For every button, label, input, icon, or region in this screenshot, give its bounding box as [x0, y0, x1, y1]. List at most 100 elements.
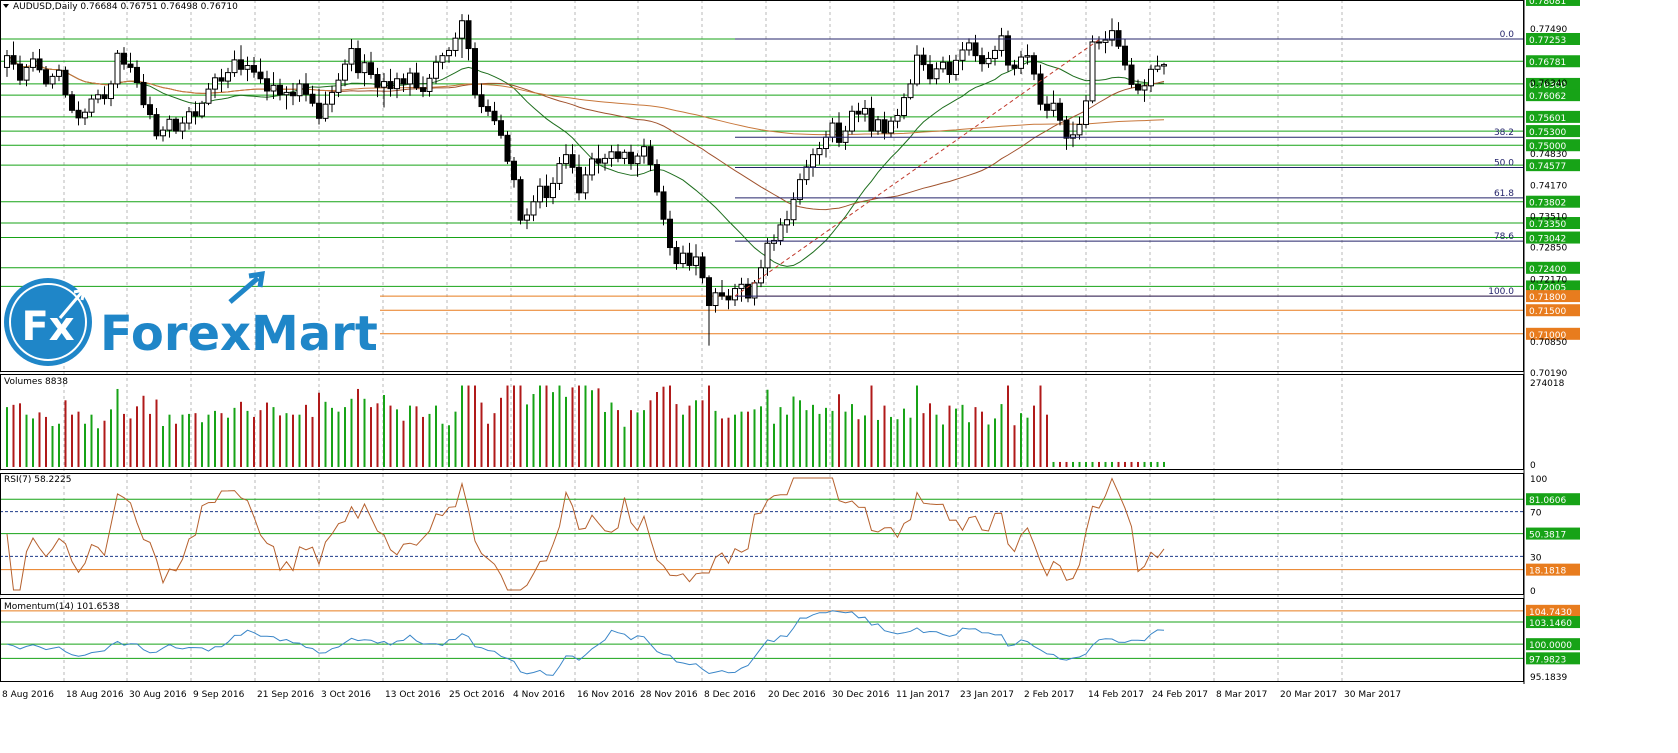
candle-body [1115, 30, 1122, 47]
candle-body [1037, 73, 1044, 105]
candle-body [823, 136, 829, 150]
candle-body [855, 110, 862, 115]
candle-body [36, 58, 43, 71]
date-label: 14 Feb 2017 [1088, 690, 1144, 700]
date-label: 8 Aug 2016 [2, 690, 54, 700]
fib-level-label: 50.0 [1494, 159, 1514, 169]
candle-body [10, 55, 17, 65]
rsi-level-badge-value: 81.0606 [1529, 496, 1566, 506]
candle-body [426, 77, 433, 92]
candle-body [953, 59, 959, 75]
date-label: 30 Mar 2017 [1344, 690, 1401, 700]
candle-body [914, 54, 920, 85]
date-label: 23 Jan 2017 [960, 690, 1014, 700]
candle-body [69, 94, 75, 111]
candle-body [979, 55, 985, 65]
level-badge-value: 0.76781 [1529, 58, 1566, 68]
candle-body [803, 166, 810, 181]
candle-body [504, 134, 511, 162]
candle-body [745, 283, 751, 299]
candle-body [264, 78, 270, 92]
candle-body [186, 111, 192, 124]
candle-body [1154, 65, 1161, 70]
candle-body [732, 288, 738, 301]
candle-body [634, 155, 641, 165]
candle-body [17, 63, 23, 81]
level-badge [1526, 77, 1580, 90]
candle-body [901, 97, 907, 117]
logo-text: ForexMart [100, 306, 378, 362]
candle-body [251, 65, 257, 73]
price-tick-label: 0.76340 [1530, 79, 1567, 89]
date-label: 16 Nov 2016 [577, 690, 635, 700]
candle-body [654, 164, 660, 193]
forexmart-logo: Fx ForexMart [4, 271, 378, 366]
candle-body [524, 214, 530, 221]
candle-body [946, 61, 953, 75]
candle-body [452, 37, 459, 51]
candle-body [641, 146, 647, 157]
rsi-level-badge [1526, 527, 1580, 540]
candle-body [439, 55, 446, 63]
candle-body [394, 78, 400, 90]
candle-body [764, 242, 771, 269]
candle-body [556, 163, 563, 184]
candle-body [771, 239, 777, 244]
candle-body [1161, 64, 1167, 67]
date-label: 20 Dec 2016 [768, 690, 826, 700]
candle-body [75, 109, 82, 119]
candle-body [413, 72, 420, 89]
level-badge [1526, 55, 1580, 68]
candle-body [173, 118, 179, 132]
dropdown-triangle-icon [3, 4, 9, 8]
candle-body [485, 106, 491, 112]
candle-body [1024, 55, 1031, 58]
rsi-tick-label: 0 [1530, 587, 1536, 597]
candle-body [23, 66, 30, 81]
momentum-level-badge-value: 97.9823 [1529, 655, 1566, 665]
momentum-level-badge [1526, 638, 1580, 651]
candle-body [381, 81, 387, 88]
candle-body [1089, 41, 1096, 102]
candle-body [1070, 134, 1076, 139]
ma-line-20 [6, 55, 1165, 267]
candle-body [30, 58, 36, 68]
candle-body [192, 111, 199, 117]
rsi-panel [0, 477, 1524, 591]
momentum-tick-bottom: 95.1839 [1530, 673, 1567, 683]
fibonacci-retracement: 0.0 38.2 50.0 61.8 78.6 100.0 [734, 30, 1524, 297]
rsi-level-badge-value: 18.1818 [1529, 567, 1566, 577]
level-badge [1526, 32, 1580, 45]
candle-body [420, 87, 426, 92]
moving-averages [6, 55, 1165, 267]
candle-body [147, 104, 153, 116]
date-label: 30 Aug 2016 [129, 690, 187, 700]
candle-body [608, 151, 615, 159]
volume-tick-zero: 0 [1530, 461, 1536, 471]
candle-body [62, 69, 69, 96]
candle-body [790, 198, 797, 221]
candle-body [647, 146, 654, 166]
candle-body [374, 73, 381, 88]
level-badge-value: 0.71800 [1529, 293, 1566, 303]
level-badge-value: 0.72005 [1529, 283, 1566, 293]
candle-body [920, 54, 927, 66]
level-badge-value: 0.74577 [1529, 162, 1566, 172]
candle-body [400, 78, 407, 85]
level-badge [1526, 89, 1580, 102]
candle-body [433, 61, 439, 79]
candle-body [257, 71, 264, 80]
candle-body [166, 118, 173, 131]
candle-body [283, 91, 290, 96]
momentum-level-badge [1526, 652, 1580, 665]
rsi-tick-label: 100 [1530, 475, 1547, 485]
candle-body [1122, 45, 1128, 66]
candle-body [179, 122, 186, 132]
candle-body [550, 182, 556, 199]
fib-level-label: 38.2 [1494, 128, 1514, 138]
level-badge [1526, 231, 1580, 244]
candle-body [985, 57, 992, 65]
candle-body [868, 107, 875, 132]
candle-body [816, 148, 823, 156]
date-axis: 8 Aug 2016 18 Aug 2016 30 Aug 2016 9 Sep 20… [2, 690, 1401, 700]
